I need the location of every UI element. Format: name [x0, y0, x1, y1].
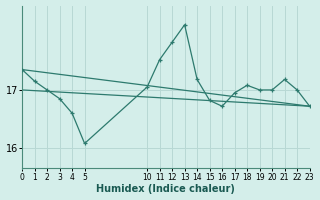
X-axis label: Humidex (Indice chaleur): Humidex (Indice chaleur): [96, 184, 235, 194]
